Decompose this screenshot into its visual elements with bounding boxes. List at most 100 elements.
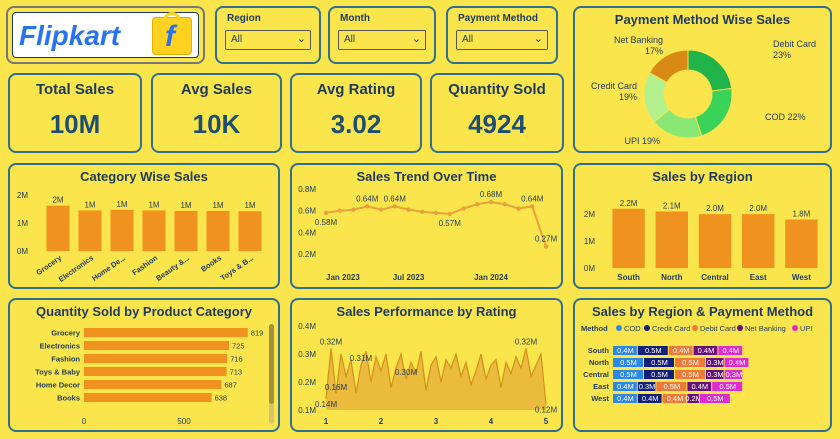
bar-data-label: 687	[224, 381, 237, 390]
x-tick-label: 1	[324, 417, 329, 426]
kpi-label: Quantity Sold	[448, 81, 546, 98]
point-data-label: 0.64M	[356, 194, 379, 203]
chart-title: Sales by Region	[652, 169, 753, 184]
y-tick-label: Electronics	[40, 342, 80, 351]
point-data-label: 0.64M	[521, 194, 544, 203]
segment-data-label: 0.4M	[673, 346, 690, 355]
sales-trend-chart: 0.8M 0.6M 0.4M 0.2M 0.58M 0.64M 0.64M 0.57M 0.68…	[298, 185, 557, 282]
chart-title: Category Wise Sales	[80, 169, 208, 184]
point-data-label: 0.58M	[315, 218, 338, 227]
rating-area	[326, 348, 546, 410]
slice-name-label: Debit Card	[773, 39, 816, 49]
stacked-segment	[712, 382, 743, 391]
rating-performance-chart: 0.4M 0.3M 0.2M 0.1M0.14M 0.32M 0.16M 0.31M 0.30…	[298, 322, 557, 426]
segment-data-label: 0.5M	[719, 382, 736, 391]
trend-point	[365, 204, 370, 209]
payment-slicer-label: Payment Method	[458, 13, 539, 24]
vertical-scrollbar[interactable]	[269, 324, 274, 424]
bar-data-label: 713	[230, 368, 243, 377]
kpi-value: 4924	[468, 109, 526, 139]
region-slicer-label: Region	[227, 13, 261, 24]
y-tick-label: Books	[57, 394, 80, 403]
scrollbar-thumb[interactable]	[269, 324, 274, 404]
bar-data-label: 1M	[244, 201, 255, 210]
month-dropdown[interactable]: All ⌄	[338, 30, 426, 50]
kpi-quantity-sold: Quantity Sold 4924	[430, 73, 564, 153]
x-tick-label: Central	[701, 273, 729, 282]
stacked-segment	[699, 394, 730, 403]
y-tick-label: 0.3M	[298, 350, 316, 359]
region-bar	[785, 219, 818, 268]
category-bar	[110, 209, 134, 251]
month-slicer-label: Month	[340, 13, 370, 24]
kpi-value: 10K	[192, 109, 241, 139]
chevron-down-icon: ⌄	[411, 33, 421, 45]
slice-value-label: 19%	[619, 92, 637, 102]
trend-point	[420, 209, 425, 214]
x-tick-label: Electronics	[57, 253, 95, 284]
point-data-label: 0.32M	[320, 337, 343, 346]
sales-trend-card: Sales Trend Over Time 0.8M 0.6M 0.4M 0.2M 0.…	[290, 163, 563, 289]
stacked-segment	[656, 382, 687, 391]
y-tick-label: East	[593, 382, 609, 391]
y-tick-label: 2M	[584, 210, 595, 219]
segment-data-label: 0.4M	[691, 382, 708, 391]
x-tick-label: 3	[434, 417, 439, 426]
y-tick-label: Central	[583, 370, 609, 379]
quantity-bar	[84, 380, 222, 389]
month-slicer[interactable]: Month All ⌄	[328, 6, 436, 64]
segment-data-label: 0.5M	[707, 394, 724, 403]
trend-point	[323, 210, 329, 216]
x-tick-label: 2	[379, 417, 384, 426]
x-tick-label: West	[792, 273, 811, 282]
y-tick-label: Home Decor	[36, 381, 80, 390]
chevron-down-icon: ⌄	[296, 33, 306, 45]
slice-label: UPI 19%	[624, 136, 660, 146]
y-tick-label: Fashion	[51, 355, 80, 364]
x-tick-label: East	[750, 273, 767, 282]
quantity-category-chart: Grocery 819 Electronics 725 Fashion 716 Toys &…	[35, 328, 263, 426]
stacked-segment	[724, 358, 749, 367]
legend-label: Net Banking	[745, 324, 786, 333]
stacked-segment	[687, 382, 712, 391]
stacked-segment	[718, 346, 743, 355]
kpi-label: Avg Rating	[316, 81, 396, 98]
trend-point	[461, 206, 466, 211]
logo-box: Flipkart f	[12, 12, 199, 58]
legend-swatch	[737, 325, 743, 331]
x-tick-label: North	[661, 273, 682, 282]
bag-letter: f	[165, 20, 175, 53]
legend-title: Method	[581, 324, 608, 333]
stacked-segment	[613, 394, 637, 403]
trend-point	[337, 208, 342, 213]
y-tick-label: 0.2M	[298, 378, 316, 387]
segment-data-label: 0.5M	[664, 382, 681, 391]
bar-data-label: 2.2M	[620, 199, 638, 208]
region-slicer[interactable]: Region All ⌄	[215, 6, 321, 64]
bar-data-label: 2.0M	[749, 204, 767, 213]
region-dropdown[interactable]: All ⌄	[225, 30, 311, 50]
kpi-avg-rating: Avg Rating 3.02	[290, 73, 422, 153]
x-tick-label: Beauty &...	[154, 253, 191, 283]
legend-swatch	[644, 325, 650, 331]
kpi-total-sales: Total Sales 10M	[8, 73, 142, 153]
quantity-bar	[84, 367, 227, 376]
bar-data-label: 1.8M	[793, 210, 811, 219]
segment-data-label: 0.3M	[707, 358, 724, 367]
x-tick-label: Jan 2024	[474, 273, 508, 282]
bar-data-label: 716	[230, 355, 243, 364]
quantity-category-card: Quantity Sold by Product Category Grocer…	[8, 298, 280, 432]
x-tick-label: Jan 2023	[326, 273, 360, 282]
payment-dropdown[interactable]: All ⌄	[456, 30, 548, 50]
trend-point	[392, 204, 397, 209]
slice-label: COD 22%	[765, 112, 806, 122]
payment-slicer[interactable]: Payment Method All ⌄	[446, 6, 558, 64]
region-payment-chart: Method COD Credit Card Debit Card Net Bankin…	[581, 324, 813, 403]
category-bar	[238, 211, 262, 251]
y-tick-label: 2M	[17, 191, 28, 200]
kpi-label: Avg Sales	[180, 81, 253, 98]
bar-data-label: 725	[232, 342, 245, 351]
point-data-label: 0.57M	[439, 219, 462, 228]
legend-label: UPI	[800, 324, 813, 333]
region-bar	[655, 211, 688, 268]
